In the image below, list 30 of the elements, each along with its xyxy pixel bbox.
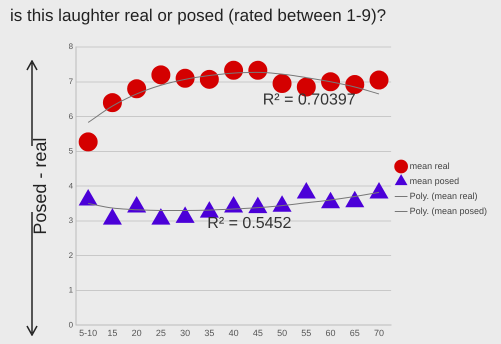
annotation: R² = 0.70397 [262, 91, 356, 108]
y-tick-label: 3 [68, 216, 74, 226]
y-tick-label: 2 [68, 250, 74, 260]
y-tick-label: 8 [68, 42, 74, 52]
x-tick-label: 55 [301, 328, 312, 338]
y-tick-label: 7 [68, 76, 74, 86]
x-tick-label: 70 [374, 328, 384, 338]
x-tick-label: 25 [156, 328, 166, 338]
y-axis-title: Posed - real [30, 138, 50, 235]
chart-title: is this laughter real or posed (rated between 1-9)? [10, 6, 386, 26]
legend-label: mean posed [410, 176, 460, 186]
x-tick-label: 15 [107, 328, 118, 338]
x-tick-label: 60 [326, 328, 336, 338]
annotation: R² = 0.5452 [207, 215, 292, 232]
y-tick-label: 0 [68, 320, 74, 330]
legend-label: mean real [410, 160, 450, 171]
x-tick-label: 45 [252, 328, 263, 338]
x-tick-label: 65 [350, 328, 360, 338]
x-tick-label: 30 [180, 328, 190, 338]
y-tick-label: 1 [68, 286, 74, 295]
legend-label: Poly. (mean posed) [410, 206, 488, 216]
x-tick-label: 5-10 [79, 328, 98, 338]
y-tick-label: 4 [68, 181, 74, 190]
legend-label: Poly. (mean real) [410, 190, 478, 201]
x-tick-label: 35 [204, 328, 214, 338]
x-tick-label: 40 [228, 328, 239, 338]
y-tick-label: 5 [68, 146, 74, 156]
x-tick-label: 20 [132, 328, 142, 338]
y-tick-label: 6 [68, 112, 74, 121]
x-tick-label: 50 [277, 328, 288, 338]
